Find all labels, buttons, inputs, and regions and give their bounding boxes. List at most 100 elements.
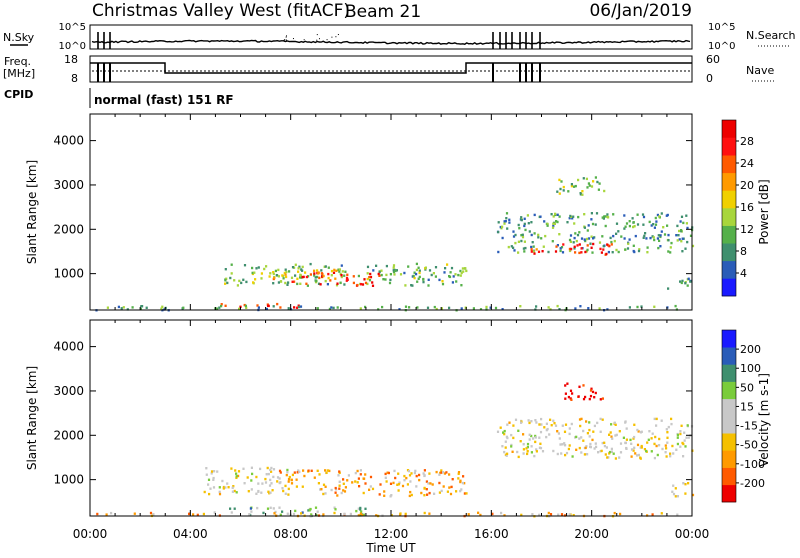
power-cell [520,239,523,243]
velocity-cell [679,432,682,436]
power-cell [680,240,683,243]
velocity-cell [591,390,595,394]
velocity-cell [428,472,431,475]
velocity-cell [320,488,323,491]
power-cell [335,269,338,272]
velocity-cell [650,437,653,440]
velocity-cell [599,398,602,401]
velocity-cell [235,491,238,494]
power-colorbar-swatch [722,260,736,279]
nsky-spikes [97,32,541,49]
power-cell [382,278,385,281]
velocity-cell [665,428,668,431]
velocity-cell [227,486,230,489]
power-cell [426,306,430,309]
velocity-cell [461,481,464,485]
power-cell [230,272,233,275]
velocity-cell [580,436,583,439]
power-cell [277,268,280,272]
velocity-cell [270,482,273,485]
velocity-cell [503,514,506,517]
power-cell [524,246,527,250]
velocity-cell [359,506,362,510]
power-ytick-label: 4000 [53,134,84,148]
power-cell [517,240,520,243]
power-cell [260,272,263,275]
velocity-cell [543,426,546,429]
velocity-cell [516,450,519,454]
velocity-cell [637,430,640,433]
velocity-cell [553,422,556,425]
velocity-cell [423,486,426,490]
power-colorbar-label: Power [dB] [757,179,771,244]
nsearch-dot [292,38,294,40]
power-cell [380,273,383,277]
velocity-cell [396,483,399,486]
power-cell [598,182,601,185]
power-cell [441,280,444,283]
velocity-cell [210,472,213,475]
velocity-cell [212,486,216,489]
power-cell [336,282,339,285]
power-cell [636,305,639,309]
velocity-cell [359,469,362,472]
power-cell [315,279,318,283]
power-cell [233,279,236,282]
velocity-cell [310,513,313,516]
velocity-cell [572,514,575,517]
power-cell [581,190,584,193]
power-cell [675,234,678,237]
power-cell [251,271,254,275]
velocity-cell [582,384,585,387]
power-cell [424,266,427,269]
velocity-ytick-label: 4000 [53,340,84,354]
power-cell [514,241,517,245]
velocity-cell [286,471,289,474]
velocity-cell [384,472,387,476]
velocity-cell [624,420,627,423]
power-cell [131,306,134,309]
nsearch-dot [326,39,328,41]
power-cell [551,226,555,229]
power-cell [689,280,692,283]
power-ytick-label: 1000 [53,267,84,281]
velocity-cell [522,448,525,451]
velocity-cell [671,444,674,448]
power-cell [449,271,452,274]
velocity-cell [389,495,392,498]
velocity-cell [632,437,635,440]
power-cell [272,282,275,285]
velocity-cell [503,429,506,433]
power-cell [656,213,659,217]
velocity-cell [364,507,367,510]
power-cell [393,273,396,276]
power-cell [332,271,336,274]
power-cell [610,243,613,246]
velocity-cell [448,486,451,489]
power-cell [356,283,359,287]
power-cell [389,273,392,276]
velocity-cell [618,456,621,459]
velocity-cell [251,472,254,476]
velocity-cell [324,492,327,495]
velocity-cell [248,513,251,516]
velocity-cell [431,483,434,486]
power-cell [330,274,333,277]
velocity-cell [315,513,318,517]
power-cell [547,250,550,254]
power-cell [659,234,662,237]
power-colorbar-swatch [722,172,736,191]
power-cell [260,277,263,280]
time-tick-label: 04:00 [173,527,208,541]
velocity-cell [462,475,465,478]
velocity-cell [407,469,411,473]
power-cell [464,306,467,309]
velocity-cell [585,420,588,423]
velocity-cell [313,476,316,479]
power-cell [583,213,586,216]
velocity-cell [653,456,656,460]
velocity-cell [394,476,397,480]
velocity-cell [202,512,205,516]
power-cell [141,305,144,308]
velocity-cell [438,491,441,494]
